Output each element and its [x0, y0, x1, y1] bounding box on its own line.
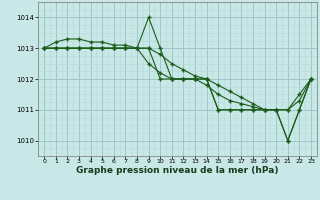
- X-axis label: Graphe pression niveau de la mer (hPa): Graphe pression niveau de la mer (hPa): [76, 166, 279, 175]
